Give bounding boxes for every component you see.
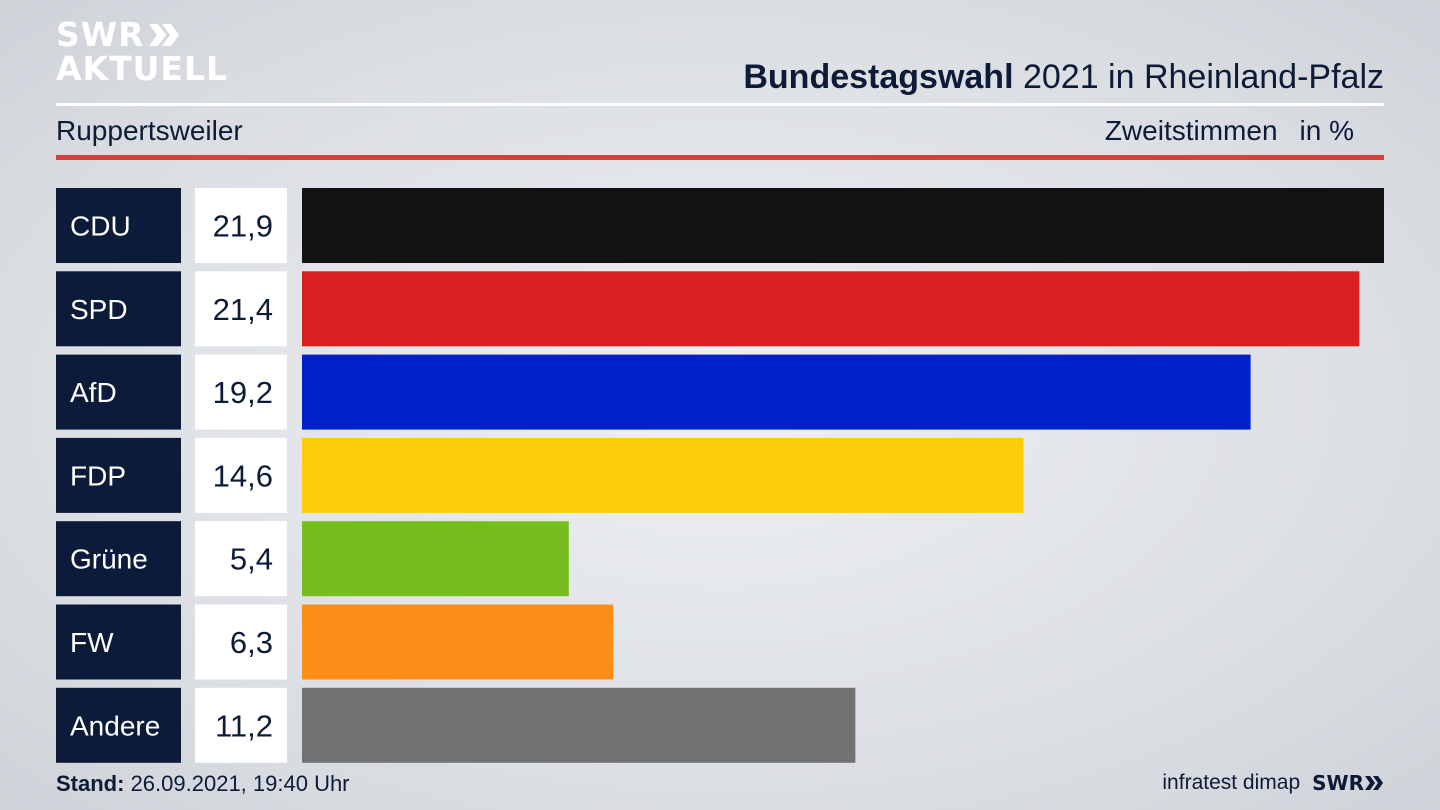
bar-gr-ne <box>302 521 569 597</box>
title-bold: Bundestagswahl <box>743 58 1014 96</box>
party-label-afd: AfD <box>70 377 117 408</box>
party-label-cdu: CDU <box>70 211 131 242</box>
logo-aktuell-text: AKTUELL <box>56 49 229 88</box>
vote-type-label: Zweitstimmen <box>1104 115 1278 146</box>
party-label-box-spd <box>56 271 181 347</box>
party-label-spd: SPD <box>70 294 128 325</box>
value-label-afd: 19,2 <box>213 375 273 410</box>
chevron-double-icon <box>148 24 179 46</box>
bar-cdu <box>302 188 1384 263</box>
party-label-box-fw <box>56 604 181 680</box>
bar-fw <box>302 604 614 680</box>
party-label-andere: Andere <box>70 710 160 741</box>
bar-spd <box>302 271 1360 347</box>
title-rest: 2021 in Rheinland-Pfalz <box>1013 58 1384 96</box>
value-label-andere: 11,2 <box>215 708 273 743</box>
timestamp: Stand: 26.09.2021, 19:40 Uhr <box>56 771 350 797</box>
value-box-spd <box>195 271 287 347</box>
party-label-box-cdu <box>56 188 181 263</box>
source-credit: infratest dimap SWR <box>1162 771 1384 795</box>
party-label-box-afd <box>56 354 181 430</box>
swr-aktuell-logo: SWR AKTUELL <box>56 18 228 86</box>
party-label-box-fdp <box>56 437 181 513</box>
header-divider <box>56 103 1384 106</box>
vote-type-unit: Zweitstimmen in % <box>1105 115 1354 147</box>
party-label-fw: FW <box>70 627 114 658</box>
swr-logo-text: SWR <box>1312 771 1364 795</box>
bar-andere <box>302 687 856 763</box>
source-label: infratest dimap <box>1162 771 1301 794</box>
value-label-gr-ne: 5,4 <box>230 542 273 577</box>
value-box-cdu <box>195 188 287 263</box>
party-label-box-gr-ne <box>56 521 181 597</box>
value-box-afd <box>195 354 287 430</box>
unit-label: in % <box>1299 115 1354 146</box>
page-title: Bundestagswahl 2021 in Rheinland-Pfalz <box>743 58 1384 97</box>
swr-logo: SWR <box>1312 771 1384 795</box>
timestamp-value: 26.09.2021, 19:40 Uhr <box>124 771 350 796</box>
chevron-double-icon <box>1365 776 1383 790</box>
value-box-fdp <box>195 437 287 513</box>
value-box-fw <box>195 604 287 680</box>
location-name: Ruppertsweiler <box>56 115 243 146</box>
bar-fdp <box>302 437 1024 513</box>
value-label-spd: 21,4 <box>213 292 273 327</box>
bar-afd <box>302 354 1251 430</box>
value-label-fw: 6,3 <box>230 625 273 660</box>
party-label-gr-ne: Grüne <box>70 544 148 575</box>
value-label-cdu: 21,9 <box>213 209 273 244</box>
party-label-fdp: FDP <box>70 460 126 491</box>
logo-swr-text: SWR <box>56 15 145 54</box>
value-label-fdp: 14,6 <box>213 458 273 493</box>
value-box-andere <box>195 687 287 763</box>
party-label-box-andere <box>56 687 181 763</box>
accent-divider <box>56 155 1384 160</box>
value-box-gr-ne <box>195 521 287 597</box>
timestamp-label: Stand: <box>56 771 125 796</box>
